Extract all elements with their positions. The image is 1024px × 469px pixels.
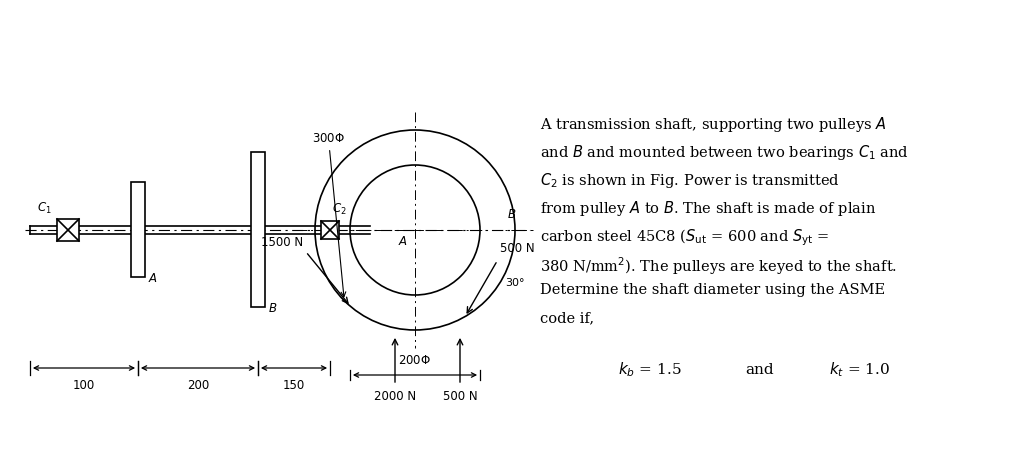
Text: 200$\Phi$: 200$\Phi$: [398, 354, 431, 367]
Text: from pulley $\mathit{A}$ to $\mathit{B}$. The shaft is made of plain: from pulley $\mathit{A}$ to $\mathit{B}$…: [540, 199, 877, 218]
Text: 1500 N: 1500 N: [260, 235, 303, 249]
Text: and: and: [745, 363, 774, 377]
Text: 500 N: 500 N: [501, 242, 536, 255]
Text: 500 N: 500 N: [442, 390, 477, 403]
Text: 2000 N: 2000 N: [374, 390, 416, 403]
Text: $k_b$ = 1.5: $k_b$ = 1.5: [618, 361, 682, 379]
Text: 150: 150: [283, 379, 305, 392]
Text: $B$: $B$: [268, 303, 278, 316]
Text: A transmission shaft, supporting two pulleys $\mathit{A}$: A transmission shaft, supporting two pul…: [540, 115, 887, 134]
Text: 300$\Phi$: 300$\Phi$: [312, 132, 346, 297]
Text: 30°: 30°: [506, 278, 525, 288]
Bar: [57, 219, 79, 241]
Text: carbon steel 45C8 ($S_{\mathrm{ut}}$ = 600 and $S_{\mathrm{yt}}$ =: carbon steel 45C8 ($S_{\mathrm{ut}}$ = 6…: [540, 227, 829, 248]
Text: and $\mathit{B}$ and mounted between two bearings $C_1$ and: and $\mathit{B}$ and mounted between two…: [540, 143, 909, 162]
Text: $C_2$: $C_2$: [332, 202, 347, 217]
Text: code if,: code if,: [540, 311, 594, 325]
Text: $C_2$ is shown in Fig. Power is transmitted: $C_2$ is shown in Fig. Power is transmit…: [540, 171, 840, 190]
Bar: [321, 221, 339, 239]
Text: $A$: $A$: [398, 235, 408, 248]
Text: 100: 100: [73, 379, 95, 392]
Text: Determine the shaft diameter using the ASME: Determine the shaft diameter using the A…: [540, 283, 885, 297]
Text: 200: 200: [186, 379, 209, 392]
Text: $A$: $A$: [148, 272, 158, 286]
Bar: [251, 152, 265, 308]
Text: $k_t$ = 1.0: $k_t$ = 1.0: [829, 361, 891, 379]
Text: 380 N/mm$^2$). The pulleys are keyed to the shaft.: 380 N/mm$^2$). The pulleys are keyed to …: [540, 255, 897, 277]
Text: $B$: $B$: [507, 209, 516, 221]
Bar: [131, 182, 145, 278]
Text: $C_1$: $C_1$: [37, 201, 52, 216]
